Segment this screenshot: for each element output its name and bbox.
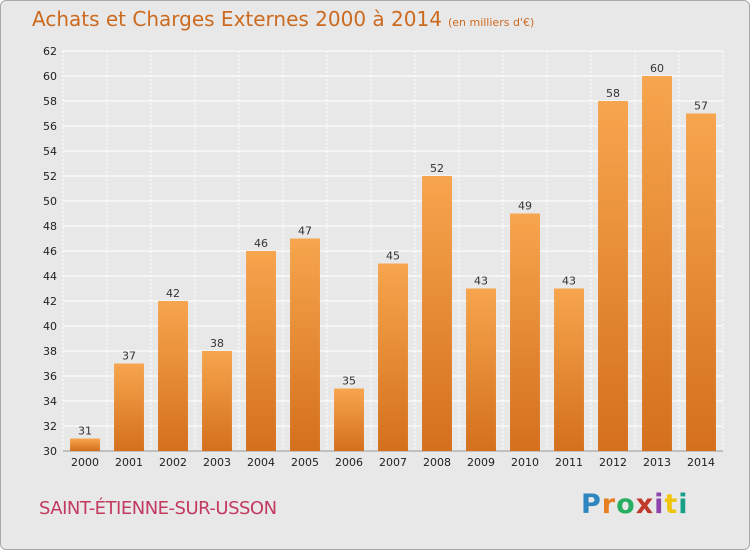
x-tick-label-2011: 2011 [555, 456, 583, 469]
data-label-2011: 43 [562, 275, 576, 288]
data-label-2001: 37 [122, 350, 136, 363]
bar-2012 [598, 101, 628, 451]
data-label-2008: 52 [430, 162, 444, 175]
y-tick-label: 58 [43, 95, 57, 108]
data-label-2010: 49 [518, 200, 532, 213]
x-tick-label-2005: 2005 [291, 456, 319, 469]
bar-2006 [334, 388, 364, 451]
chart-title: Achats et Charges Externes 2000 à 2014 (e… [32, 7, 534, 31]
x-tick-label-2008: 2008 [423, 456, 451, 469]
proxiti-logo: Proxiti [581, 489, 689, 520]
bar-2002 [158, 301, 188, 451]
logo-letter: r [601, 489, 617, 520]
y-tick-label: 54 [43, 145, 57, 158]
data-label-2007: 45 [386, 250, 400, 263]
y-axis-ticks: 30 32 34 36 38 40 42 44 46 48 50 52 54 56 58 60 62 [43, 45, 57, 458]
y-tick-label: 44 [43, 270, 57, 283]
x-tick-label-2003: 2003 [203, 456, 231, 469]
logo-letter: i [678, 489, 689, 520]
logo-letter: P [581, 489, 602, 520]
y-tick-label: 36 [43, 370, 57, 383]
bar-2003 [202, 351, 232, 451]
data-label-2009: 43 [474, 275, 488, 288]
y-tick-label: 46 [43, 245, 57, 258]
x-axis-ticks: 2000 2001 2002 2003 2004 2005 2006 2007 2008 2009… [71, 456, 715, 469]
bar-2014 [686, 113, 716, 451]
data-label-2005: 47 [298, 225, 312, 238]
y-tick-label: 62 [43, 45, 57, 58]
bar-2000 [70, 438, 100, 451]
bar-2005 [290, 238, 320, 451]
y-tick-label: 56 [43, 120, 57, 133]
bar-2010 [510, 213, 540, 451]
data-label-2004: 46 [254, 237, 268, 250]
y-tick-label: 32 [43, 420, 57, 433]
x-tick-label-2010: 2010 [511, 456, 539, 469]
logo-letter: x [635, 489, 655, 520]
data-label-2000: 31 [78, 425, 92, 438]
y-tick-label: 50 [43, 195, 57, 208]
y-tick-label: 60 [43, 70, 57, 83]
chart-title-text: Achats et Charges Externes 2000 à 2014 [32, 7, 442, 31]
x-tick-label-2007: 2007 [379, 456, 407, 469]
bar-2008 [422, 176, 452, 451]
x-tick-label-2013: 2013 [643, 456, 671, 469]
y-tick-label: 34 [43, 395, 57, 408]
data-label-2014: 57 [694, 100, 708, 113]
y-tick-label: 48 [43, 220, 57, 233]
bar-2009 [466, 288, 496, 451]
x-tick-label-2000: 2000 [71, 456, 99, 469]
data-label-2006: 35 [342, 375, 356, 388]
x-tick-label-2012: 2012 [599, 456, 627, 469]
x-tick-label-2014: 2014 [687, 456, 715, 469]
logo-letter: t [664, 489, 679, 520]
bar-2013 [642, 76, 672, 451]
y-tick-label: 40 [43, 320, 57, 333]
data-label-2012: 58 [606, 87, 620, 100]
y-tick-label: 42 [43, 295, 57, 308]
bar-2001 [114, 363, 144, 451]
y-tick-label: 30 [43, 445, 57, 458]
data-label-2002: 42 [166, 287, 180, 300]
x-tick-label-2006: 2006 [335, 456, 363, 469]
logo-letter: i [654, 489, 665, 520]
x-tick-label-2009: 2009 [467, 456, 495, 469]
data-label-2003: 38 [210, 337, 224, 350]
x-tick-label-2004: 2004 [247, 456, 275, 469]
commune-name: SAINT-ÉTIENNE-SUR-USSON [39, 498, 277, 519]
data-label-2013: 60 [650, 62, 664, 75]
y-tick-label: 52 [43, 170, 57, 183]
y-tick-label: 38 [43, 345, 57, 358]
bar-2007 [378, 263, 408, 451]
logo-letter: o [616, 489, 636, 520]
data-labels: 31 37 42 38 46 47 35 45 52 43 49 43 58 60 57 [78, 62, 708, 438]
bars [70, 76, 716, 451]
bar-2004 [246, 251, 276, 451]
bar-2011 [554, 288, 584, 451]
chart-unit: (en milliers d'€) [447, 16, 535, 29]
x-tick-label-2002: 2002 [159, 456, 187, 469]
x-tick-label-2001: 2001 [115, 456, 143, 469]
